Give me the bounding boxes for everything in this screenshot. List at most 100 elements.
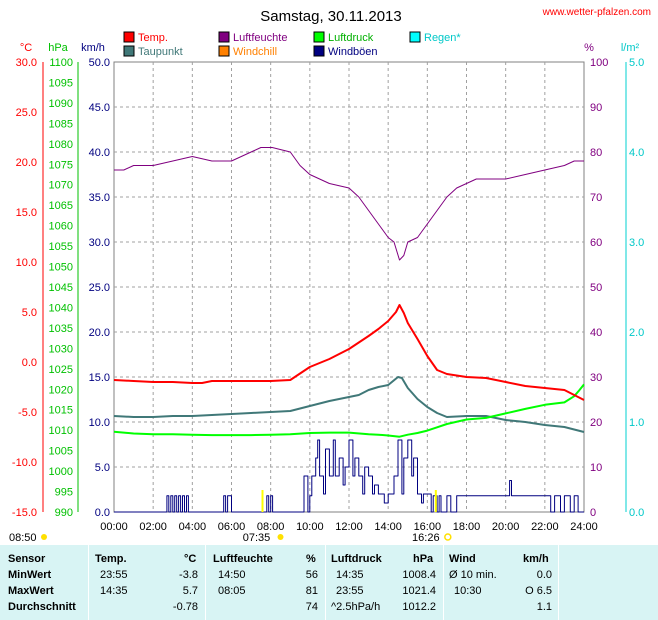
stats-pressure-trend: ^2.5hPa/h <box>331 601 381 613</box>
series-line-luftfeuchte <box>114 147 584 261</box>
pressure-tick-label: 1040 <box>49 302 73 314</box>
grid-lines <box>114 62 584 512</box>
legend-swatch <box>123 45 135 57</box>
stats-humidity-time: 14:50 <box>218 569 246 581</box>
wind-tick-label: 40.0 <box>89 147 110 159</box>
rain-tick-label: 2.0 <box>629 327 644 339</box>
legend-label: Regen* <box>424 32 461 44</box>
stats-humidity-value: 56 <box>305 569 318 581</box>
sun-markers: 07:35 16:26 08:50 <box>9 490 452 544</box>
sunshine-sun-icon <box>41 534 47 540</box>
legend-swatch <box>313 31 325 43</box>
sunrise-sun-icon <box>277 534 284 540</box>
pressure-tick-label: 1030 <box>49 343 73 355</box>
stats-pressure-value: 1012.2 <box>402 601 436 613</box>
humidity-tick-label: 100 <box>590 57 608 69</box>
legend-label: Luftfeuchte <box>233 32 287 44</box>
stats-header-pressure: Luftdruck <box>331 553 382 565</box>
pressure-unit-label: hPa <box>48 42 68 54</box>
wind-tick-label: 0.0 <box>95 507 110 519</box>
axis-unit-labels: °C hPa km/h% l/m² <box>20 42 640 54</box>
humidity-tick-label: 20 <box>590 417 602 429</box>
weather-chart: Samstag, 30.11.2013 www.wetter-pfalzen.c… <box>9 7 651 544</box>
stats-header-pressure-unit: hPa <box>413 553 434 565</box>
stats-pressure-time: 23:55 <box>336 585 364 597</box>
pressure-tick-label: 1065 <box>49 200 73 212</box>
pressure-tick-label: 1025 <box>49 364 73 376</box>
site-link[interactable]: www.wetter-pfalzen.com <box>542 7 651 18</box>
stats-wind-label: 10:30 <box>454 585 482 597</box>
humidity-tick-label: 40 <box>590 327 602 339</box>
wind-tick-label: 35.0 <box>89 192 110 204</box>
stats-header-wind-unit: km/h <box>523 553 549 565</box>
time-tick-label: 04:00 <box>179 521 207 533</box>
pressure-tick-label: 1045 <box>49 282 73 294</box>
rain-unit-label: l/m² <box>621 42 640 54</box>
rain-tick-label: 1.0 <box>629 417 644 429</box>
pressure-tick-label: 1015 <box>49 405 73 417</box>
humidity-tick-label: 0 <box>590 507 596 519</box>
temp-tick-label: 0.0 <box>22 357 37 369</box>
legend-label: Windchill <box>233 46 277 58</box>
stats-humidity-value: 81 <box>305 585 318 597</box>
stats-header-humidity: Luftfeuchte <box>213 553 273 565</box>
temp-tick-label: 5.0 <box>22 307 37 319</box>
pressure-tick-label: 1000 <box>49 466 73 478</box>
stats-pressure-value: 1021.4 <box>402 585 436 597</box>
wind-tick-label: 25.0 <box>89 282 110 294</box>
time-tick-label: 10:00 <box>296 521 324 533</box>
stats-wind-label: Ø 10 min. <box>449 569 497 581</box>
stats-wind-value: 1.1 <box>536 601 552 613</box>
humidity-unit-label: % <box>584 42 594 54</box>
time-tick-label: 16:00 <box>414 521 442 533</box>
humidity-tick-label: 60 <box>590 237 602 249</box>
sunrise-label: 07:35 <box>243 532 271 544</box>
stats-wind-value: O 6.5 <box>525 585 552 597</box>
rain-tick-label: 4.0 <box>629 147 644 159</box>
stats-header-temp: Temp. <box>95 553 127 565</box>
series-line-temp <box>113 304 585 401</box>
time-tick-label: 08:00 <box>257 521 285 533</box>
stats-wind-value: 0.0 <box>536 569 552 581</box>
series-line-windböen <box>114 439 584 513</box>
pressure-tick-label: 1075 <box>49 159 73 171</box>
stats-pressure-time: 14:35 <box>336 569 364 581</box>
time-tick-label: 18:00 <box>453 521 481 533</box>
pressure-tick-label: 1060 <box>49 221 73 233</box>
legend-swatch <box>409 31 421 43</box>
temp-tick-label: -10.0 <box>12 457 37 469</box>
stats-row-label: MaxWert <box>8 585 54 597</box>
temp-tick-label: 25.0 <box>16 107 37 119</box>
stats-header-temp-unit: °C <box>184 553 197 565</box>
wind-tick-label: 30.0 <box>89 237 110 249</box>
stats-temp-value: -3.8 <box>179 569 198 581</box>
statistics-table: Sensor Temp. °C Luftfeuchte % Luftdruck … <box>0 545 658 620</box>
humidity-tick-label: 70 <box>590 192 602 204</box>
pressure-tick-label: 1005 <box>49 446 73 458</box>
wind-unit-label: km/h <box>81 42 105 54</box>
rain-tick-label: 5.0 <box>629 57 644 69</box>
humidity-tick-label: 80 <box>590 147 602 159</box>
legend-swatch <box>218 31 230 43</box>
humidity-tick-label: 90 <box>590 102 602 114</box>
legend-swatch <box>123 31 135 43</box>
axis-lines <box>42 62 627 512</box>
wind-tick-label: 20.0 <box>89 327 110 339</box>
pressure-tick-label: 1020 <box>49 384 73 396</box>
sunshine-duration-label: 08:50 <box>9 532 37 544</box>
stats-temp-value: -0.78 <box>172 601 198 613</box>
pressure-tick-label: 995 <box>55 487 73 499</box>
wind-tick-label: 5.0 <box>95 462 110 474</box>
pressure-tick-label: 990 <box>55 507 73 519</box>
time-tick-label: 14:00 <box>374 521 402 533</box>
stats-row-label: MinWert <box>8 569 52 581</box>
legend-label: Temp. <box>138 32 168 44</box>
legend-swatch <box>218 45 230 57</box>
temp-unit-label: °C <box>20 42 32 54</box>
sunset-label: 16:26 <box>412 532 440 544</box>
pressure-tick-label: 1070 <box>49 180 73 192</box>
chart-legend: Temp. Luftfeuchte Luftdruck Regen* Taupunkt W… <box>123 31 461 58</box>
legend-label: Windböen <box>328 46 378 58</box>
stats-row-label: Durchschnitt <box>8 601 76 613</box>
legend-label: Taupunkt <box>138 46 183 58</box>
